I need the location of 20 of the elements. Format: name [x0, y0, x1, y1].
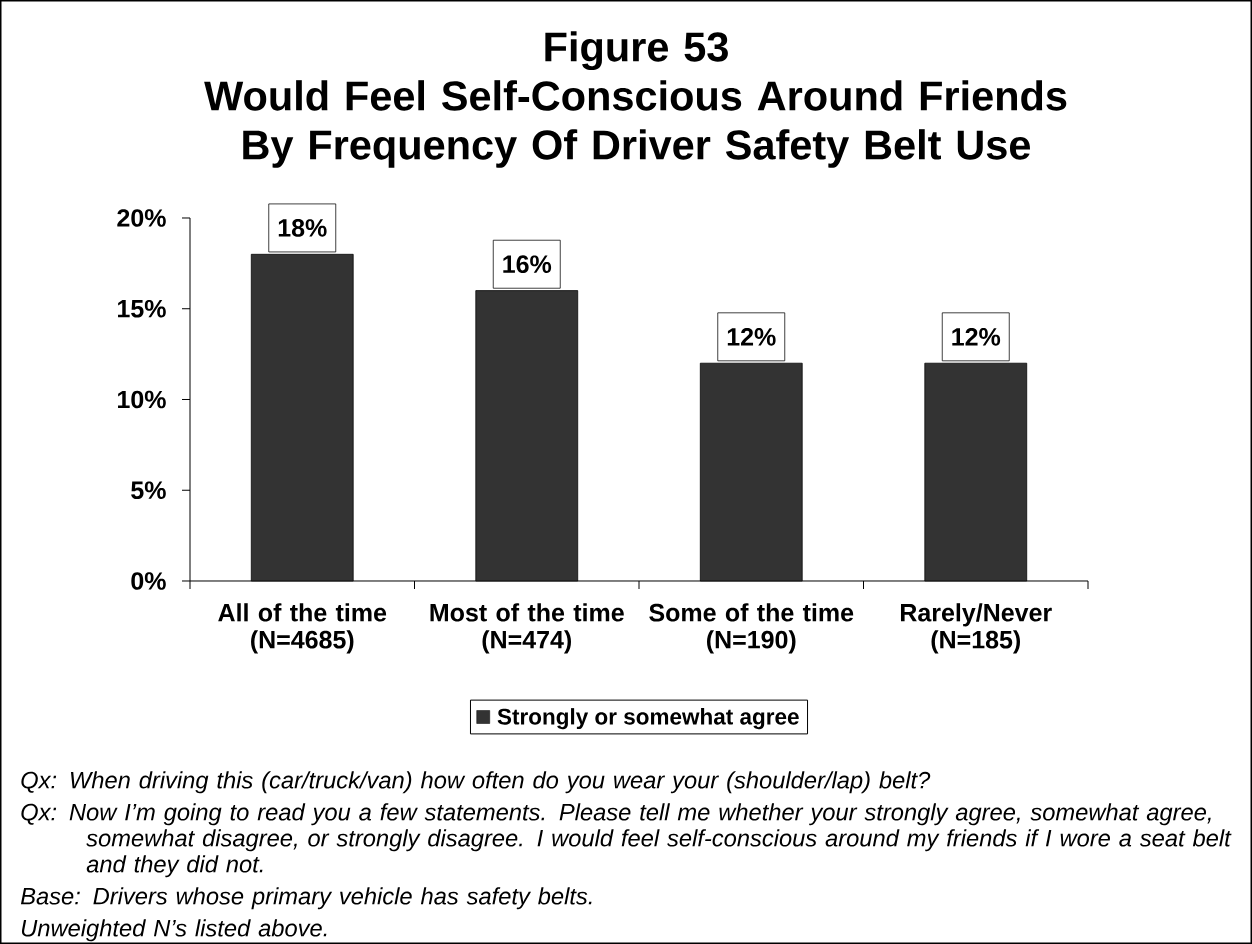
x-tick-label: All of the time (N=4685) — [218, 603, 387, 654]
x-tick-label: Rarely/Never (N=185) — [900, 603, 1052, 654]
y-tick-label: 20% — [117, 209, 166, 227]
y-tick-label: 15% — [118, 299, 166, 318]
data-label: 12% — [952, 328, 1001, 346]
data-label: 12% — [727, 328, 776, 346]
text: Qx: Now I’m going to read you a few statements. Please tell me whether your strongly agree, somewhat agree, somewhat disagree, or strongly disagree. I would feel self-conscious around my friends if I wore a seat belt and they did not. — [21, 803, 1232, 878]
text: Base: Drivers whose primary vehicle has safety belts. — [20, 887, 592, 910]
legend-label: Strongly or somewhat agree — [497, 708, 799, 730]
data-label: 18% — [278, 219, 327, 237]
y-tick-label: 10% — [118, 390, 166, 409]
text: Qx: When driving this (car/truck/van) how often do you wear your (shoulder/lap) belt? — [21, 771, 931, 794]
x-tick-label: Most of the time (N=474) — [430, 603, 624, 654]
y-tick-label: 0% — [131, 572, 166, 590]
chart-title: Figure 53 — [545, 31, 728, 71]
data-label: 16% — [503, 255, 552, 274]
y-tick-label: 5% — [131, 481, 166, 500]
text: Unweighted N’s listed above. — [21, 919, 327, 942]
x-tick-label: Some of the time (N=190) — [649, 603, 854, 654]
chart-subtitle: Would Feel Self-Conscious Around Friends By Frequency Of Driver Safety Belt Use — [204, 80, 1067, 168]
